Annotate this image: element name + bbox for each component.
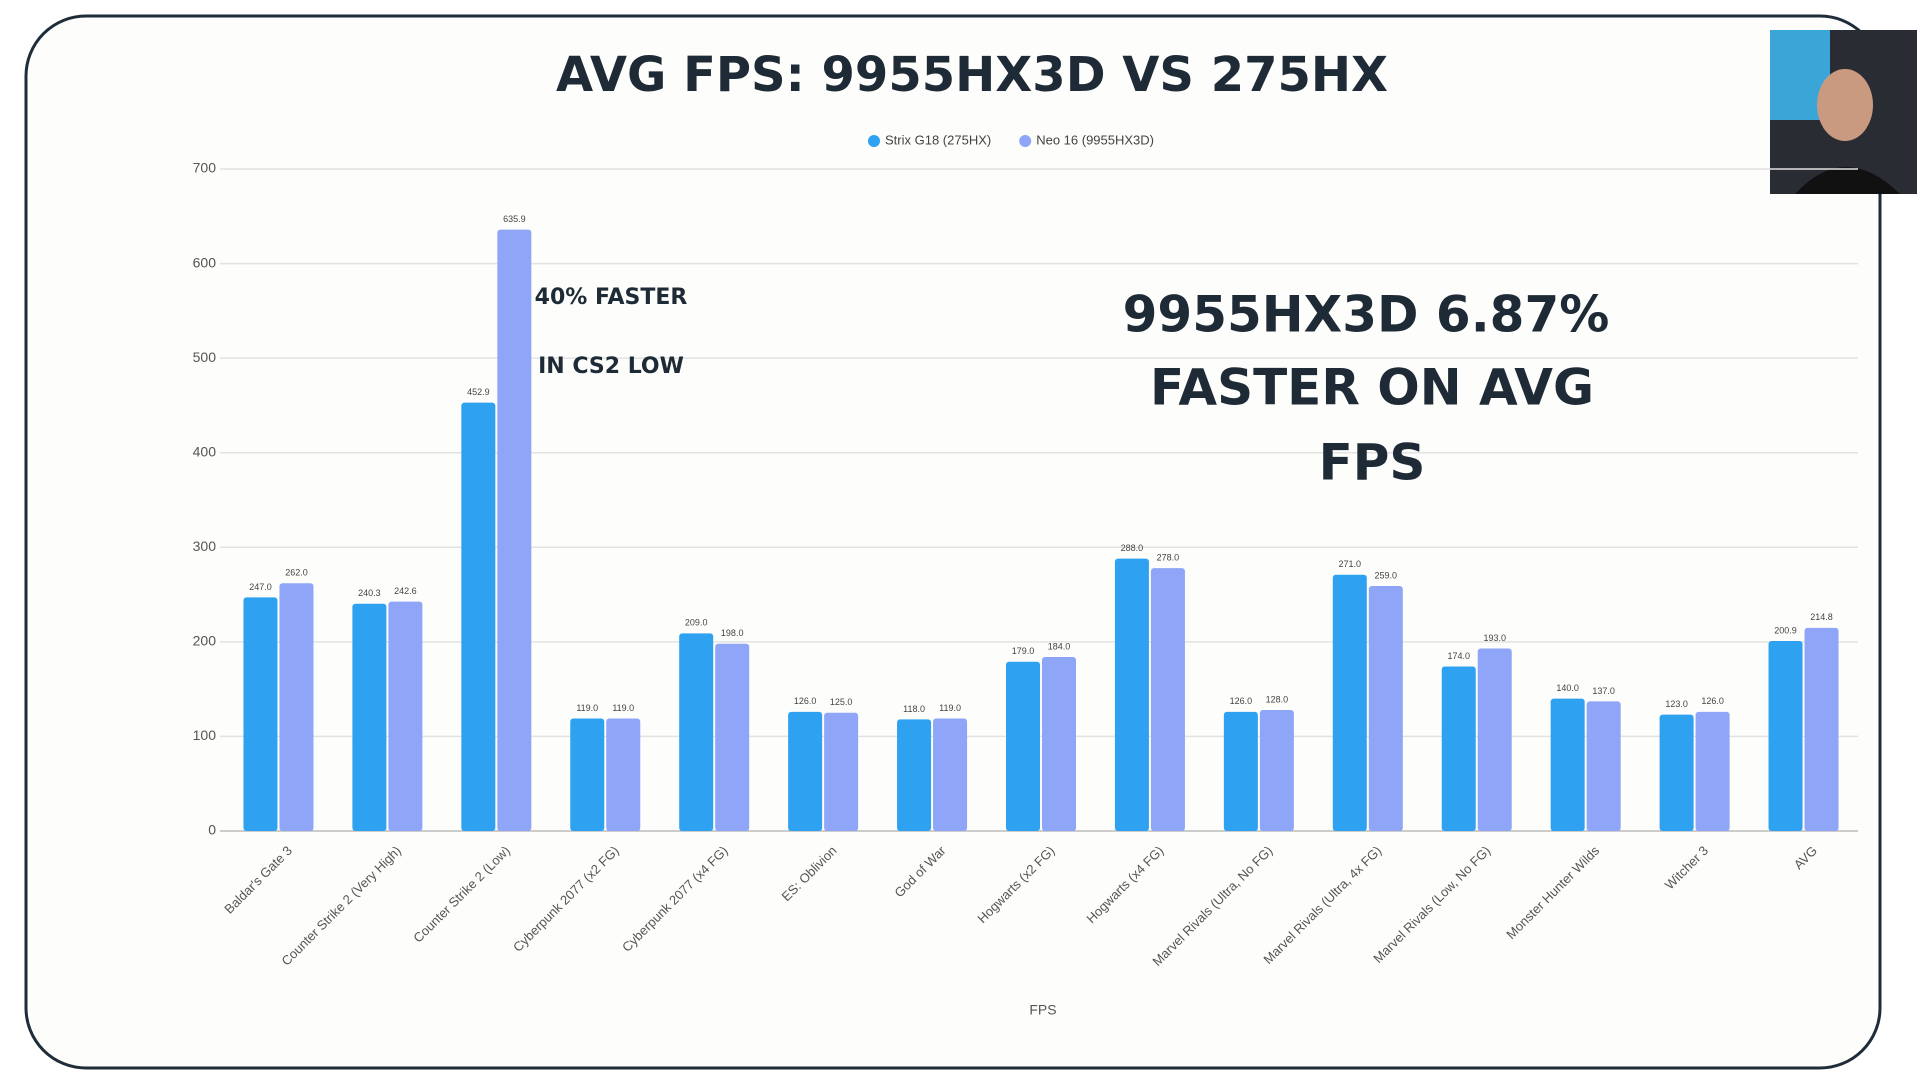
bar <box>570 718 605 831</box>
x-axis-label: FPS <box>1029 1002 1056 1018</box>
y-tick-label: 600 <box>193 254 217 270</box>
bar <box>1006 661 1040 831</box>
webcam <box>1770 30 1917 194</box>
bar <box>715 643 750 831</box>
bar <box>1368 586 1403 831</box>
value-label: 125.0 <box>830 697 853 707</box>
bar <box>1586 701 1621 831</box>
y-tick-label: 500 <box>193 349 217 365</box>
value-label: 198.0 <box>721 628 744 638</box>
y-tick-label: 0 <box>208 822 216 838</box>
webcam-face <box>1817 69 1873 141</box>
value-label: 119.0 <box>576 703 598 713</box>
value-label: 288.0 <box>1121 543 1144 553</box>
bar <box>606 718 641 831</box>
legend-swatch <box>868 135 880 147</box>
value-label: 119.0 <box>612 703 634 713</box>
value-label: 126.0 <box>1230 696 1253 706</box>
bar <box>388 601 423 831</box>
value-label: 242.6 <box>394 586 417 596</box>
value-label: 193.0 <box>1483 633 1506 643</box>
bar <box>1477 648 1512 831</box>
bar <box>1259 709 1294 831</box>
y-tick-label: 200 <box>193 633 217 649</box>
bar <box>933 718 968 831</box>
bar <box>824 712 859 831</box>
value-label: 214.8 <box>1810 612 1833 622</box>
bar <box>352 603 387 831</box>
legend-label: Neo 16 (9955HX3D) <box>1036 132 1154 147</box>
value-label: 271.0 <box>1339 559 1362 569</box>
value-label: 278.0 <box>1157 552 1180 562</box>
value-label: 247.0 <box>249 582 272 592</box>
value-label: 184.0 <box>1048 641 1071 651</box>
y-tick-label: 300 <box>193 538 217 554</box>
bar <box>1332 574 1367 831</box>
value-label: 240.3 <box>358 588 381 598</box>
annotation: 40% FASTER <box>535 285 688 310</box>
webcam-body <box>1795 167 1900 194</box>
value-label: 128.0 <box>1266 694 1289 704</box>
value-label: 140.0 <box>1556 683 1579 693</box>
value-label: 259.0 <box>1375 570 1398 580</box>
bar <box>1150 568 1185 831</box>
annotation: 9955HX3D 6.87% <box>1123 286 1610 344</box>
value-label: 126.0 <box>1701 696 1724 706</box>
legend-label: Strix G18 (275HX) <box>885 132 991 147</box>
legend-swatch <box>1019 135 1032 147</box>
slide-frame <box>24 14 1882 1070</box>
y-tick-label: 700 <box>193 160 217 176</box>
value-label: 209.0 <box>685 618 708 628</box>
bar <box>461 402 496 831</box>
y-tick-label: 400 <box>193 443 217 459</box>
bar <box>679 633 714 831</box>
value-label: 123.0 <box>1665 699 1688 709</box>
value-label: 126.0 <box>794 696 817 706</box>
bar <box>1223 711 1258 831</box>
bar <box>1550 698 1585 831</box>
bar <box>1804 627 1839 831</box>
bar <box>788 711 823 831</box>
bar <box>897 719 932 831</box>
value-label: 200.9 <box>1774 625 1797 635</box>
bar <box>1659 714 1694 831</box>
annotation: IN CS2 LOW <box>538 354 684 379</box>
value-label: 262.0 <box>285 568 308 578</box>
value-label: 179.0 <box>1012 646 1035 656</box>
bar <box>243 597 278 831</box>
bar <box>1768 641 1803 831</box>
bar <box>1441 666 1476 831</box>
value-label: 635.9 <box>503 214 526 224</box>
value-label: 452.9 <box>467 387 490 397</box>
value-label: 119.0 <box>939 703 961 713</box>
bar <box>1695 711 1730 831</box>
bar <box>497 229 532 831</box>
chart-title: AVG FPS: 9955HX3D VS 275HX <box>556 47 1388 103</box>
bar <box>279 583 314 831</box>
y-tick-label: 100 <box>193 727 217 743</box>
value-label: 137.0 <box>1592 686 1615 696</box>
value-label: 174.0 <box>1447 651 1470 661</box>
annotation: FPS <box>1319 434 1426 492</box>
annotation: FASTER ON AVG <box>1150 359 1594 417</box>
legend: Strix G18 (275HX) Neo 16 (9955HX3D) <box>868 132 1154 147</box>
value-label: 118.0 <box>903 704 925 714</box>
bar <box>1114 558 1149 831</box>
bar <box>1042 656 1076 831</box>
